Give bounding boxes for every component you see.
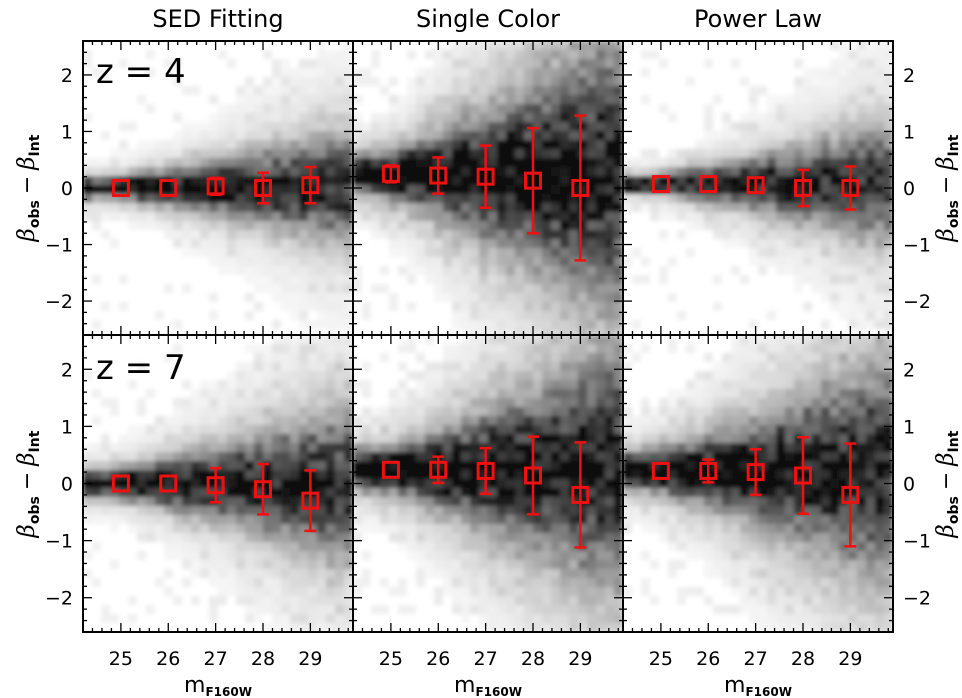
data-point-z7-single: [429, 460, 448, 479]
data-point-z4-sed: [111, 179, 130, 197]
y-tick-label-z7-power: 2: [903, 359, 915, 381]
column-title-power: Power Law: [694, 5, 822, 33]
y-tick-label-z4-sed: 1: [61, 121, 73, 143]
data-point-z4-sed: [206, 177, 225, 196]
data-point-z7-power: [746, 463, 765, 482]
density-z7-sed: [83, 335, 353, 632]
data-point-z4-sed: [301, 176, 320, 195]
data-point-z7-sed: [301, 491, 320, 510]
x-tick-label-z7-power: 28: [791, 648, 815, 670]
panel-z4-power: −2 −1 0 1 2: [622, 40, 931, 336]
column-title-single: Single Color: [416, 5, 560, 33]
data-point-z4-single: [476, 167, 495, 186]
panel-z7-single: 25 26 27 28 29: [352, 334, 624, 670]
y-tick-label-z7-power: −2: [903, 588, 931, 610]
data-point-z4-single: [429, 166, 448, 185]
data-point-z7-power: [841, 485, 860, 504]
data-point-z7-sed: [159, 474, 178, 493]
y-tick-label-z7-sed: 2: [61, 359, 73, 381]
panel-z7-sed: 25 26 27 28 29 −2 −1 0 1 2: [45, 334, 354, 670]
data-point-z7-power: [699, 461, 718, 480]
y-tick-label-z4-sed: 0: [61, 178, 73, 200]
y-tick-label-z7-sed: −1: [45, 531, 73, 553]
y-tick-label-z7-power: 1: [903, 416, 915, 438]
data-point-z7-sed: [206, 476, 225, 495]
x-tick-label-z7-sed: 29: [298, 648, 322, 670]
x-axis-label-single: mF160W: [454, 673, 522, 698]
column-title-sed: SED Fitting: [152, 5, 283, 33]
y-tick-label-z4-power: −1: [903, 235, 931, 257]
x-tick-label-z7-sed: 25: [109, 648, 133, 670]
density-z4-power: [623, 41, 893, 335]
data-point-z4-power: [699, 175, 718, 194]
x-tick-label-z7-single: 26: [426, 648, 450, 670]
data-point-z4-power: [651, 175, 670, 194]
y-axis-label-right-top: βobs−βInt: [933, 134, 962, 242]
panel-z4-sed: −2 −1 0 1 2: [45, 40, 354, 336]
data-point-z7-power: [651, 461, 670, 480]
data-point-z4-power: [794, 179, 812, 197]
data-point-z7-single: [524, 466, 542, 485]
y-tick-label-z7-sed: −2: [45, 588, 73, 610]
x-tick-label-z7-power: 26: [696, 648, 720, 670]
y-axis-label-left-top: βobs−βInt: [14, 134, 43, 242]
y-tick-label-z7-power: 0: [903, 474, 915, 496]
data-point-z4-power: [746, 176, 765, 195]
data-point-z7-single: [381, 460, 400, 479]
density-z7-power: [623, 335, 893, 632]
y-tick-label-z7-sed: 1: [61, 416, 73, 438]
data-point-z4-sed: [254, 179, 272, 197]
data-point-z7-sed: [254, 480, 272, 499]
data-point-z4-single: [524, 171, 542, 190]
x-tick-label-z7-power: 25: [649, 648, 673, 670]
data-point-z4-single: [571, 179, 590, 197]
redshift-label-z7: z = 7: [96, 348, 186, 388]
redshift-label-z4: z = 4: [96, 52, 186, 92]
x-axis-label-power: mF160W: [724, 673, 792, 698]
x-tick-label-z7-single: 25: [379, 648, 403, 670]
data-point-z7-power: [794, 466, 812, 485]
y-tick-label-z4-sed: 2: [61, 65, 73, 87]
data-point-z7-single: [476, 461, 495, 480]
data-point-z4-sed: [159, 179, 178, 197]
data-point-z7-sed: [111, 474, 130, 493]
x-tick-label-z7-single: 29: [568, 648, 592, 670]
x-tick-label-z7-single: 28: [521, 648, 545, 670]
y-tick-label-z7-sed: 0: [61, 474, 73, 496]
y-tick-label-z4-power: 2: [903, 65, 915, 87]
data-point-z4-power: [841, 179, 860, 197]
y-tick-label-z4-power: 1: [903, 121, 915, 143]
y-tick-label-z4-sed: −1: [45, 235, 73, 257]
density-z4-single: [353, 41, 623, 335]
y-axis-label-left-bottom: βobs−βInt: [14, 430, 43, 538]
density-z7-single: [353, 335, 623, 632]
panel-z7-power: 25 26 27 28 29 −2 −1 0 1 2: [622, 334, 931, 670]
x-tick-label-z7-power: 27: [744, 648, 768, 670]
y-tick-label-z4-power: −2: [903, 291, 931, 313]
density-z4-sed: [83, 41, 353, 335]
x-tick-label-z7-sed: 27: [204, 648, 228, 670]
panel-z4-single: [352, 40, 624, 336]
y-tick-label-z4-sed: −2: [45, 291, 73, 313]
x-tick-label-z7-sed: 28: [251, 648, 275, 670]
y-tick-label-z4-power: 0: [903, 178, 915, 200]
y-tick-label-z7-power: −1: [903, 531, 931, 553]
y-axis-label-right-bottom: βobs−βInt: [933, 430, 962, 538]
x-axis-label-sed: mF160W: [184, 673, 252, 698]
data-point-z4-single: [381, 164, 400, 183]
x-tick-label-z7-power: 29: [838, 648, 862, 670]
data-point-z7-single: [571, 485, 590, 504]
x-tick-label-z7-sed: 26: [156, 648, 180, 670]
x-tick-label-z7-single: 27: [474, 648, 498, 670]
